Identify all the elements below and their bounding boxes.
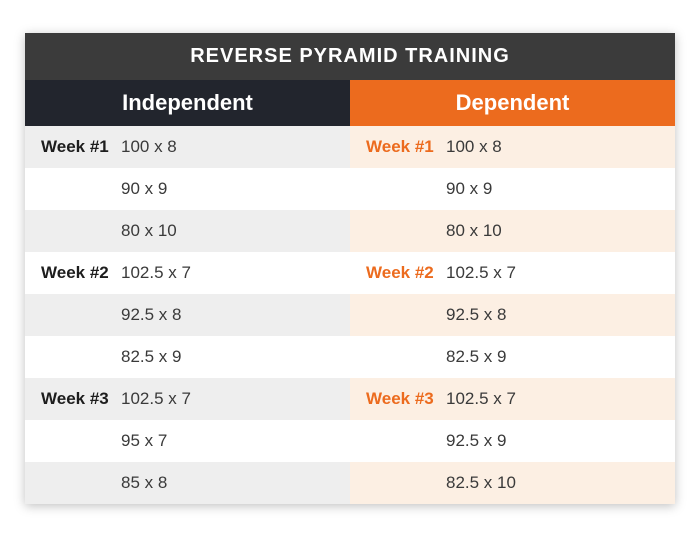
set-value: 92.5 x 8: [115, 305, 350, 325]
table-body: Week #1100 x 8Week #1100 x 890 x 990 x 9…: [25, 126, 675, 504]
table-row: 92.5 x 8 92.5 x 8: [25, 294, 675, 336]
table-row: Week #1100 x 8Week #1100 x 8: [25, 126, 675, 168]
set-value: 100 x 8: [115, 137, 350, 157]
col-header-dependent: Dependent: [350, 80, 675, 126]
table-row: 85 x 8 82.5 x 10: [25, 462, 675, 504]
table-title: REVERSE PYRAMID TRAINING: [25, 33, 675, 80]
week-label: Week #2: [350, 263, 440, 283]
table-row: 80 x 10 80 x 10: [25, 210, 675, 252]
set-value: 95 x 7: [115, 431, 350, 451]
set-value: 82.5 x 9: [440, 347, 675, 367]
set-value: 82.5 x 10: [440, 473, 675, 493]
column-headers: Independent Dependent: [25, 80, 675, 126]
week-label: Week #2: [25, 263, 115, 283]
set-value: 82.5 x 9: [115, 347, 350, 367]
set-value: 92.5 x 8: [440, 305, 675, 325]
week-label: Week #3: [25, 389, 115, 409]
table-row: 95 x 7 92.5 x 9: [25, 420, 675, 462]
set-value: 102.5 x 7: [115, 263, 350, 283]
week-label: Week #1: [350, 137, 440, 157]
table-row: Week #3102.5 x 7Week #3102.5 x 7: [25, 378, 675, 420]
set-value: 90 x 9: [440, 179, 675, 199]
training-table: REVERSE PYRAMID TRAINING Independent Dep…: [25, 33, 675, 504]
col-header-independent: Independent: [25, 80, 350, 126]
set-value: 80 x 10: [115, 221, 350, 241]
set-value: 80 x 10: [440, 221, 675, 241]
week-label: Week #1: [25, 137, 115, 157]
set-value: 90 x 9: [115, 179, 350, 199]
table-row: Week #2102.5 x 7Week #2102.5 x 7: [25, 252, 675, 294]
set-value: 100 x 8: [440, 137, 675, 157]
set-value: 102.5 x 7: [115, 389, 350, 409]
set-value: 102.5 x 7: [440, 389, 675, 409]
week-label: Week #3: [350, 389, 440, 409]
table-row: 90 x 9 90 x 9: [25, 168, 675, 210]
set-value: 102.5 x 7: [440, 263, 675, 283]
table-row: 82.5 x 9 82.5 x 9: [25, 336, 675, 378]
set-value: 85 x 8: [115, 473, 350, 493]
set-value: 92.5 x 9: [440, 431, 675, 451]
